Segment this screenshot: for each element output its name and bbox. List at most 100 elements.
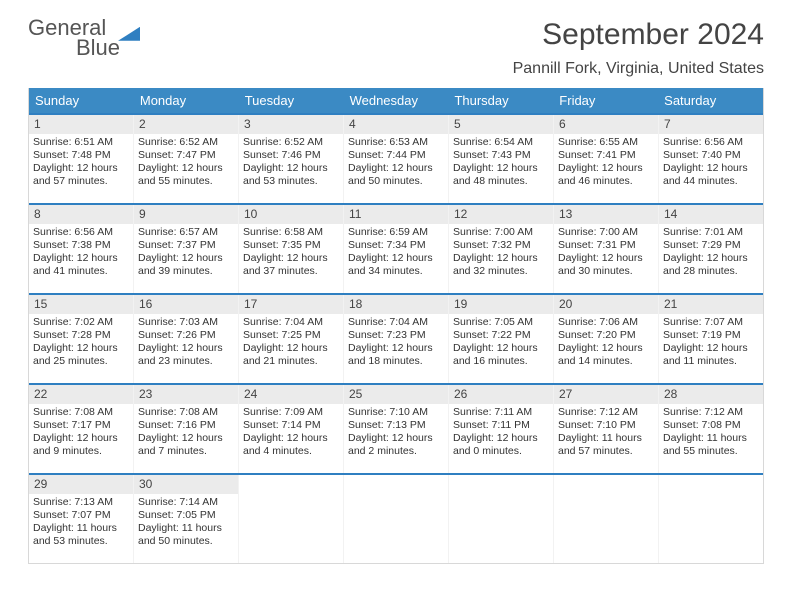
day-number: 5 [449, 115, 553, 134]
day-cell: 25Sunrise: 7:10 AMSunset: 7:13 PMDayligh… [344, 385, 449, 473]
day-number: 18 [344, 295, 448, 314]
day-cell: 5Sunrise: 6:54 AMSunset: 7:43 PMDaylight… [449, 115, 554, 203]
day-sr: Sunrise: 6:56 AM [33, 226, 129, 239]
day-sr: Sunrise: 7:03 AM [138, 316, 234, 329]
day-body: Sunrise: 7:13 AMSunset: 7:07 PMDaylight:… [29, 494, 133, 553]
day-cell: 28Sunrise: 7:12 AMSunset: 7:08 PMDayligh… [659, 385, 763, 473]
day-number: 11 [344, 205, 448, 224]
day-ss: Sunset: 7:26 PM [138, 329, 234, 342]
day-number: 14 [659, 205, 763, 224]
page-title: September 2024 [542, 18, 764, 52]
day-sr: Sunrise: 7:11 AM [453, 406, 549, 419]
day-cell: 21Sunrise: 7:07 AMSunset: 7:19 PMDayligh… [659, 295, 763, 383]
logo-line2: Blue [76, 38, 120, 58]
day-body: Sunrise: 6:52 AMSunset: 7:47 PMDaylight:… [134, 134, 238, 193]
day-number: 10 [239, 205, 343, 224]
day-ss: Sunset: 7:11 PM [453, 419, 549, 432]
day-cell [449, 475, 554, 563]
day-ss: Sunset: 7:20 PM [558, 329, 654, 342]
day-d2: and 50 minutes. [138, 535, 234, 548]
dow-row: Sunday Monday Tuesday Wednesday Thursday… [29, 88, 763, 113]
day-body: Sunrise: 6:58 AMSunset: 7:35 PMDaylight:… [239, 224, 343, 283]
day-ss: Sunset: 7:48 PM [33, 149, 129, 162]
day-cell [344, 475, 449, 563]
day-d1: Daylight: 12 hours [663, 342, 759, 355]
day-d1: Daylight: 12 hours [453, 252, 549, 265]
day-d2: and 48 minutes. [453, 175, 549, 188]
day-cell: 20Sunrise: 7:06 AMSunset: 7:20 PMDayligh… [554, 295, 659, 383]
day-d2: and 2 minutes. [348, 445, 444, 458]
day-ss: Sunset: 7:34 PM [348, 239, 444, 252]
day-d1: Daylight: 12 hours [33, 162, 129, 175]
day-d2: and 57 minutes. [33, 175, 129, 188]
day-ss: Sunset: 7:07 PM [33, 509, 129, 522]
day-d1: Daylight: 12 hours [453, 342, 549, 355]
day-body: Sunrise: 7:14 AMSunset: 7:05 PMDaylight:… [134, 494, 238, 553]
day-body: Sunrise: 6:53 AMSunset: 7:44 PMDaylight:… [344, 134, 448, 193]
day-ss: Sunset: 7:28 PM [33, 329, 129, 342]
day-sr: Sunrise: 6:52 AM [138, 136, 234, 149]
day-body: Sunrise: 7:08 AMSunset: 7:16 PMDaylight:… [134, 404, 238, 463]
header: General Blue September 2024 [28, 18, 764, 58]
day-d2: and 9 minutes. [33, 445, 129, 458]
day-cell [239, 475, 344, 563]
day-d2: and 28 minutes. [663, 265, 759, 278]
day-cell: 16Sunrise: 7:03 AMSunset: 7:26 PMDayligh… [134, 295, 239, 383]
day-number: 12 [449, 205, 553, 224]
day-cell: 3Sunrise: 6:52 AMSunset: 7:46 PMDaylight… [239, 115, 344, 203]
day-cell: 13Sunrise: 7:00 AMSunset: 7:31 PMDayligh… [554, 205, 659, 293]
day-number: 7 [659, 115, 763, 134]
day-cell: 14Sunrise: 7:01 AMSunset: 7:29 PMDayligh… [659, 205, 763, 293]
day-cell: 4Sunrise: 6:53 AMSunset: 7:44 PMDaylight… [344, 115, 449, 203]
day-d2: and 18 minutes. [348, 355, 444, 368]
day-d2: and 55 minutes. [663, 445, 759, 458]
day-number: 21 [659, 295, 763, 314]
day-cell: 11Sunrise: 6:59 AMSunset: 7:34 PMDayligh… [344, 205, 449, 293]
day-sr: Sunrise: 7:12 AM [558, 406, 654, 419]
day-sr: Sunrise: 7:08 AM [138, 406, 234, 419]
day-sr: Sunrise: 7:00 AM [453, 226, 549, 239]
day-body: Sunrise: 7:08 AMSunset: 7:17 PMDaylight:… [29, 404, 133, 463]
day-ss: Sunset: 7:38 PM [33, 239, 129, 252]
day-number: 2 [134, 115, 238, 134]
day-sr: Sunrise: 7:04 AM [348, 316, 444, 329]
day-body: Sunrise: 7:12 AMSunset: 7:10 PMDaylight:… [554, 404, 658, 463]
day-body: Sunrise: 6:57 AMSunset: 7:37 PMDaylight:… [134, 224, 238, 283]
day-body: Sunrise: 7:11 AMSunset: 7:11 PMDaylight:… [449, 404, 553, 463]
day-d2: and 7 minutes. [138, 445, 234, 458]
day-body: Sunrise: 6:59 AMSunset: 7:34 PMDaylight:… [344, 224, 448, 283]
day-cell: 8Sunrise: 6:56 AMSunset: 7:38 PMDaylight… [29, 205, 134, 293]
day-number: 4 [344, 115, 448, 134]
day-sr: Sunrise: 6:57 AM [138, 226, 234, 239]
week-row: 29Sunrise: 7:13 AMSunset: 7:07 PMDayligh… [29, 473, 763, 563]
day-body: Sunrise: 7:00 AMSunset: 7:31 PMDaylight:… [554, 224, 658, 283]
dow-thursday: Thursday [448, 88, 553, 113]
day-d2: and 41 minutes. [33, 265, 129, 278]
day-number: 29 [29, 475, 133, 494]
day-d1: Daylight: 11 hours [138, 522, 234, 535]
day-ss: Sunset: 7:41 PM [558, 149, 654, 162]
dow-monday: Monday [134, 88, 239, 113]
day-ss: Sunset: 7:19 PM [663, 329, 759, 342]
day-body: Sunrise: 6:52 AMSunset: 7:46 PMDaylight:… [239, 134, 343, 193]
week-row: 22Sunrise: 7:08 AMSunset: 7:17 PMDayligh… [29, 383, 763, 473]
day-d1: Daylight: 12 hours [558, 252, 654, 265]
day-ss: Sunset: 7:47 PM [138, 149, 234, 162]
logo-text: General Blue [28, 18, 120, 58]
day-sr: Sunrise: 7:08 AM [33, 406, 129, 419]
day-sr: Sunrise: 7:12 AM [663, 406, 759, 419]
day-number: 13 [554, 205, 658, 224]
day-number: 24 [239, 385, 343, 404]
dow-tuesday: Tuesday [239, 88, 344, 113]
day-ss: Sunset: 7:43 PM [453, 149, 549, 162]
day-d2: and 39 minutes. [138, 265, 234, 278]
day-cell: 1Sunrise: 6:51 AMSunset: 7:48 PMDaylight… [29, 115, 134, 203]
day-body: Sunrise: 7:01 AMSunset: 7:29 PMDaylight:… [659, 224, 763, 283]
day-ss: Sunset: 7:17 PM [33, 419, 129, 432]
day-sr: Sunrise: 7:13 AM [33, 496, 129, 509]
day-cell [659, 475, 763, 563]
day-d2: and 11 minutes. [663, 355, 759, 368]
day-d1: Daylight: 11 hours [33, 522, 129, 535]
day-d1: Daylight: 12 hours [663, 252, 759, 265]
day-number: 23 [134, 385, 238, 404]
